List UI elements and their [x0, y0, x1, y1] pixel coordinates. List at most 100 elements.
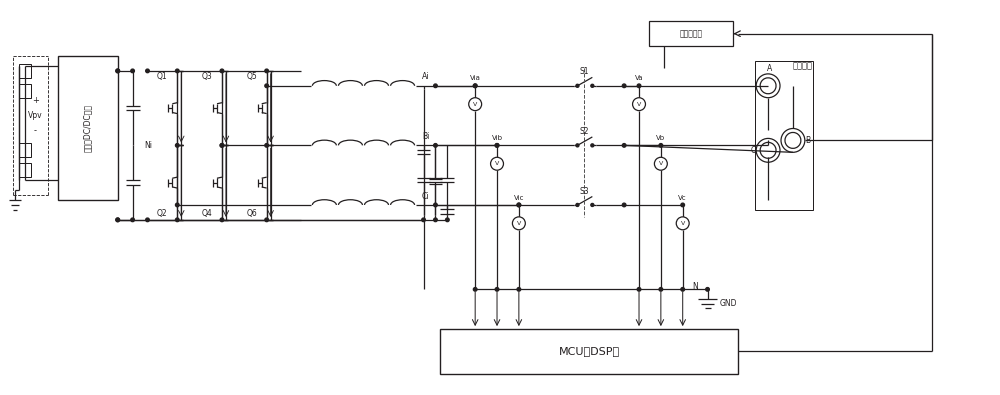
- Text: Va: Va: [635, 75, 643, 81]
- Circle shape: [576, 144, 579, 147]
- Circle shape: [175, 69, 179, 73]
- Text: Q4: Q4: [202, 209, 212, 218]
- Text: Q1: Q1: [157, 72, 168, 81]
- Text: Vic: Vic: [514, 194, 524, 201]
- Text: S2: S2: [580, 127, 589, 136]
- Text: 继电器驱动: 继电器驱动: [680, 29, 703, 38]
- Circle shape: [676, 217, 689, 230]
- Circle shape: [576, 203, 579, 207]
- Circle shape: [591, 203, 594, 207]
- Circle shape: [706, 288, 709, 291]
- Text: Via: Via: [470, 75, 481, 81]
- Text: Bi: Bi: [422, 132, 429, 141]
- Circle shape: [220, 143, 224, 147]
- Text: Vib: Vib: [492, 135, 503, 141]
- Circle shape: [495, 288, 499, 291]
- Text: 非隔离DC/DC电路: 非隔离DC/DC电路: [83, 104, 92, 152]
- Circle shape: [491, 157, 503, 170]
- Circle shape: [446, 218, 449, 222]
- Circle shape: [434, 203, 437, 207]
- Circle shape: [220, 218, 224, 222]
- Circle shape: [116, 218, 119, 222]
- Circle shape: [681, 288, 684, 291]
- Bar: [19, 84, 31, 98]
- Circle shape: [781, 128, 805, 152]
- Circle shape: [175, 143, 179, 147]
- Bar: [58, 56, 118, 200]
- Circle shape: [220, 143, 224, 147]
- Text: Ci: Ci: [422, 192, 429, 201]
- Text: Vc: Vc: [678, 194, 687, 201]
- Text: A: A: [766, 64, 772, 73]
- Circle shape: [473, 84, 477, 88]
- Circle shape: [633, 98, 645, 111]
- Circle shape: [146, 218, 149, 222]
- Circle shape: [175, 218, 179, 222]
- Text: V: V: [517, 221, 521, 226]
- Circle shape: [422, 218, 425, 222]
- Circle shape: [622, 84, 626, 88]
- Text: S3: S3: [580, 186, 589, 196]
- Text: B: B: [805, 136, 810, 145]
- Circle shape: [116, 69, 119, 73]
- Text: Q2: Q2: [157, 209, 168, 218]
- Text: 三相电网: 三相电网: [793, 62, 813, 70]
- Text: Vb: Vb: [656, 135, 665, 141]
- Circle shape: [131, 69, 134, 73]
- Circle shape: [654, 157, 667, 170]
- Circle shape: [637, 288, 641, 291]
- Circle shape: [175, 203, 179, 207]
- Circle shape: [659, 288, 663, 291]
- Circle shape: [116, 69, 119, 73]
- Circle shape: [265, 69, 268, 73]
- Text: V: V: [637, 102, 641, 107]
- Circle shape: [659, 143, 663, 147]
- Text: Q3: Q3: [202, 72, 212, 81]
- Circle shape: [756, 138, 780, 162]
- Circle shape: [473, 288, 477, 291]
- Bar: [755, 61, 813, 210]
- Circle shape: [116, 218, 119, 222]
- Circle shape: [469, 98, 482, 111]
- Circle shape: [756, 74, 780, 98]
- Circle shape: [434, 143, 437, 147]
- Bar: [19, 163, 31, 177]
- Circle shape: [637, 84, 641, 88]
- Circle shape: [434, 84, 437, 88]
- Text: -: -: [34, 126, 37, 135]
- Bar: [19, 143, 31, 157]
- Text: Vpv: Vpv: [28, 111, 43, 120]
- Circle shape: [591, 84, 594, 87]
- Text: Q6: Q6: [246, 209, 257, 218]
- Circle shape: [495, 143, 499, 147]
- Circle shape: [434, 218, 437, 222]
- Text: S1: S1: [580, 68, 589, 76]
- Circle shape: [512, 217, 525, 230]
- Text: V: V: [473, 102, 477, 107]
- Text: Ni: Ni: [145, 141, 153, 150]
- Circle shape: [220, 69, 224, 73]
- Text: V: V: [681, 221, 685, 226]
- Circle shape: [146, 69, 149, 73]
- Text: GND: GND: [719, 299, 737, 308]
- Text: N: N: [693, 282, 698, 291]
- Text: V: V: [495, 161, 499, 166]
- Circle shape: [576, 84, 579, 87]
- Bar: [440, 329, 738, 374]
- Circle shape: [265, 143, 268, 147]
- Circle shape: [517, 203, 521, 207]
- Circle shape: [265, 218, 268, 222]
- Circle shape: [131, 218, 134, 222]
- Circle shape: [473, 84, 477, 88]
- Bar: [19, 64, 31, 78]
- Circle shape: [622, 143, 626, 147]
- Text: +: +: [32, 96, 39, 105]
- Circle shape: [517, 203, 521, 207]
- Text: MCU（DSP）: MCU（DSP）: [559, 346, 620, 356]
- Bar: [649, 21, 733, 46]
- Circle shape: [622, 203, 626, 207]
- Circle shape: [517, 288, 521, 291]
- Circle shape: [681, 203, 684, 207]
- Text: Ai: Ai: [422, 72, 429, 81]
- Circle shape: [591, 144, 594, 147]
